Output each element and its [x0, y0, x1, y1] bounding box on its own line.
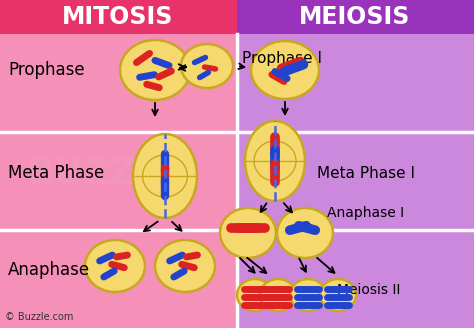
Ellipse shape — [220, 208, 276, 258]
Ellipse shape — [133, 134, 197, 218]
Ellipse shape — [120, 40, 190, 100]
Ellipse shape — [237, 279, 273, 311]
Bar — [237, 0, 474, 34]
Bar — [0, 34, 237, 328]
Text: Meta Phase I: Meta Phase I — [317, 166, 415, 180]
Ellipse shape — [277, 208, 333, 258]
Text: Meiosis II: Meiosis II — [337, 283, 401, 297]
Ellipse shape — [85, 240, 145, 292]
Text: © Buzzle.com: © Buzzle.com — [5, 312, 73, 322]
Text: Prophase I: Prophase I — [242, 51, 322, 66]
Ellipse shape — [245, 121, 305, 201]
Ellipse shape — [290, 279, 326, 311]
Text: .COM: .COM — [287, 156, 393, 190]
Bar — [237, 34, 474, 328]
Text: Prophase: Prophase — [8, 61, 85, 79]
Ellipse shape — [251, 41, 319, 99]
Text: MEIOSIS: MEIOSIS — [299, 5, 410, 29]
Text: Anaphase I: Anaphase I — [327, 206, 404, 220]
Text: Anaphase: Anaphase — [8, 261, 90, 279]
Ellipse shape — [320, 279, 356, 311]
Bar — [0, 0, 237, 34]
Text: MITOSIS: MITOSIS — [62, 5, 173, 29]
Text: Meta Phase: Meta Phase — [8, 164, 104, 182]
Ellipse shape — [260, 279, 296, 311]
Ellipse shape — [181, 44, 233, 88]
Ellipse shape — [155, 240, 215, 292]
Text: BUZZLE: BUZZLE — [27, 156, 183, 190]
